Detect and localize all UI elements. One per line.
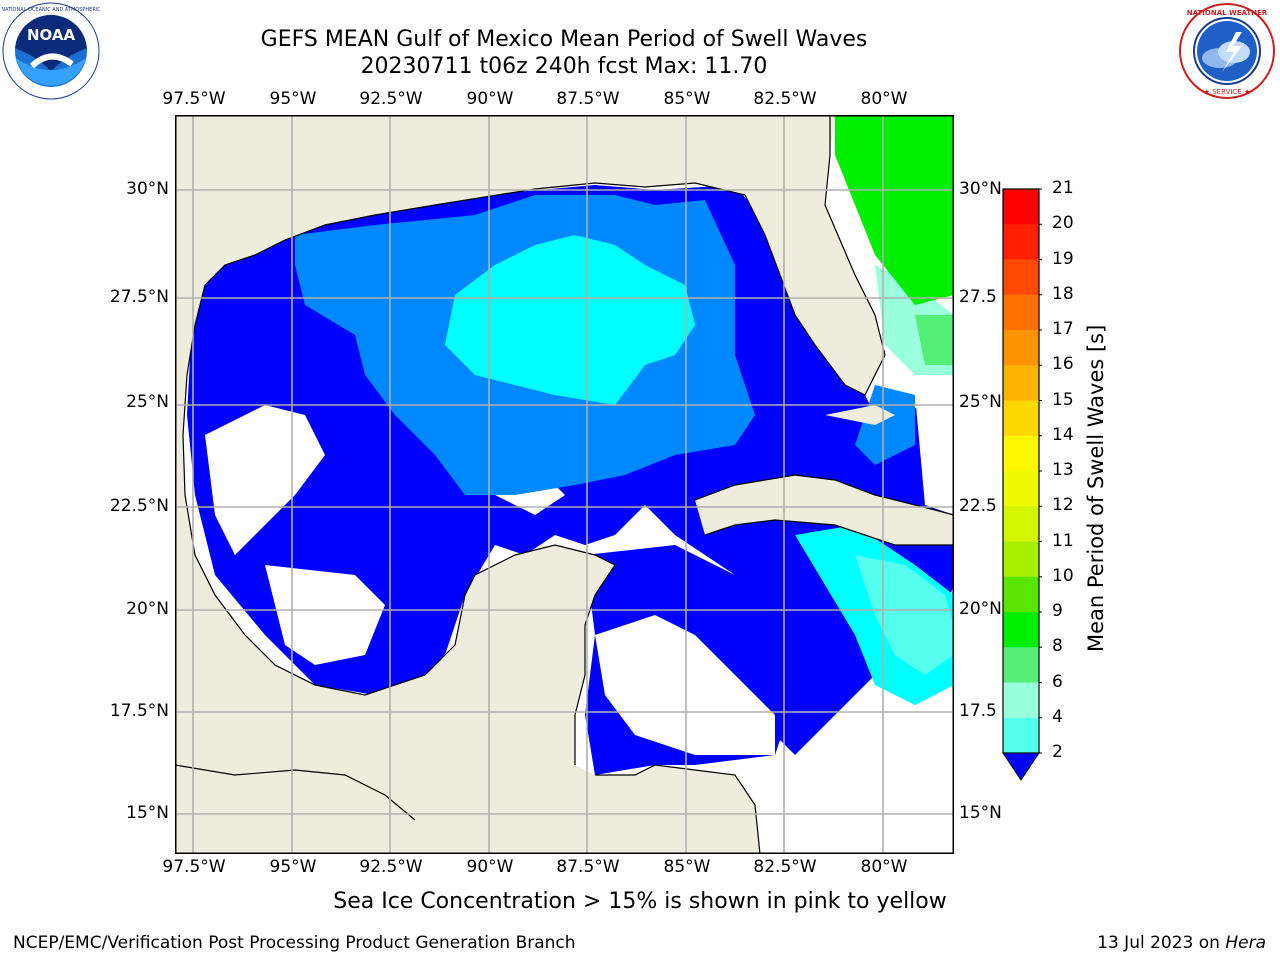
lat-label-right: 20°N	[959, 599, 1002, 619]
lon-label-top: 90°W	[466, 89, 514, 109]
colorbar-tick-label: 16	[1052, 354, 1074, 375]
colorbar-tick-label: 12	[1052, 495, 1074, 516]
lon-label-bottom: 85°W	[663, 857, 711, 877]
lat-label-left: 15°N	[126, 803, 169, 823]
colorbar-tick-label: 19	[1052, 248, 1074, 269]
lon-label-bottom: 97.5°W	[162, 857, 226, 877]
lat-label-left: 25°N	[126, 392, 169, 412]
low-period-void	[205, 405, 325, 555]
lat-label-right: 17.5	[959, 701, 997, 721]
swell-period-region-6s	[445, 235, 695, 405]
colorbar-tick-label: 15	[1052, 389, 1074, 410]
lat-label-right: 25°N	[959, 392, 1002, 412]
colorbar-tick-label: 11	[1052, 530, 1074, 551]
colorbar-band	[1003, 541, 1039, 578]
colorbar-band	[1003, 189, 1039, 225]
low-period-void	[595, 615, 775, 755]
footer-left: NCEP/EMC/Verification Post Processing Pr…	[13, 933, 576, 953]
lon-label-bottom: 95°W	[269, 857, 317, 877]
footer-host: Hera	[1225, 933, 1266, 953]
lat-label-right: 27.5	[959, 287, 997, 307]
chart-title: GEFS MEAN Gulf of Mexico Mean Period of …	[260, 27, 868, 52]
colorbar-tick-label: 10	[1052, 565, 1074, 586]
colorbar-band	[1003, 259, 1039, 296]
colorbar	[1002, 188, 1042, 781]
lat-label-left: 30°N	[126, 179, 169, 199]
colorbar-band	[1003, 294, 1039, 331]
footer-right: 13 Jul 2023 on Hera	[1097, 933, 1266, 953]
colorbar-tick-label: 21	[1052, 178, 1074, 198]
low-period-void	[265, 565, 385, 665]
lon-label-top: 82.5°W	[753, 89, 817, 109]
colorbar-tick-label: 20	[1052, 213, 1074, 234]
chart-subtitle: 20230711 t06z 240h fcst Max: 11.70	[360, 54, 768, 79]
svg-text:NOAA: NOAA	[27, 26, 76, 44]
colorbar-band	[1003, 576, 1039, 613]
svg-text:★ SERVICE ★: ★ SERVICE ★	[1204, 88, 1251, 96]
colorbar-tick-label: 14	[1052, 424, 1074, 445]
lon-label-bottom: 90°W	[466, 857, 514, 877]
lon-label-bottom: 87.5°W	[556, 857, 620, 877]
colorbar-tick-label: 8	[1052, 636, 1063, 657]
footer-date: 13 Jul 2023 on	[1097, 933, 1226, 953]
lon-label-top: 87.5°W	[556, 89, 620, 109]
colorbar-band	[1003, 400, 1039, 437]
lat-label-right: 22.5	[959, 496, 997, 516]
colorbar-tick-label: 6	[1052, 671, 1063, 692]
north-america-land	[175, 115, 885, 854]
swell-period-region-11s	[835, 115, 954, 305]
lon-label-top: 85°W	[663, 89, 711, 109]
colorbar-tick-label: 18	[1052, 283, 1074, 304]
low-period-void	[915, 385, 954, 515]
lon-label-bottom: 82.5°W	[753, 857, 817, 877]
gulf-of-mexico-map	[175, 115, 954, 854]
cuba-land	[695, 475, 954, 545]
colorbar-band	[1003, 365, 1039, 401]
lat-label-left: 22.5°N	[109, 496, 169, 516]
colorbar-band	[1003, 330, 1039, 366]
swell-period-region-10s	[915, 315, 954, 365]
colorbar-tick-label: 2	[1052, 742, 1063, 762]
lon-label-top: 80°W	[860, 89, 908, 109]
lat-label-left: 20°N	[126, 599, 169, 619]
svg-text:NATIONAL OCEANIC AND ATMOSPHER: NATIONAL OCEANIC AND ATMOSPHERIC	[2, 7, 100, 13]
lon-label-bottom: 80°W	[860, 857, 908, 877]
colorbar-tick-label: 4	[1052, 706, 1063, 727]
colorbar-band	[1003, 717, 1039, 754]
colorbar-band	[1003, 224, 1039, 260]
colorbar-band	[1003, 647, 1039, 683]
colorbar-band	[1003, 506, 1039, 542]
colorbar-tick-label: 13	[1052, 460, 1074, 480]
sea-ice-note: Sea Ice Concentration > 15% is shown in …	[333, 889, 947, 914]
florida-keys	[825, 405, 895, 425]
lon-label-top: 92.5°W	[359, 89, 423, 109]
lat-label-left: 17.5°N	[109, 701, 169, 721]
national-weather-service-logo: NATIONAL WEATHER ★ SERVICE ★	[1179, 3, 1275, 99]
lat-label-right: 30°N	[959, 179, 1002, 199]
colorbar-band	[1003, 471, 1039, 507]
colorbar-label: Mean Period of Swell Waves [s]	[1084, 324, 1108, 652]
lon-label-top: 97.5°W	[162, 89, 226, 109]
colorbar-under-arrow	[1002, 752, 1040, 781]
noaa-logo: NOAA NATIONAL OCEANIC AND ATMOSPHERIC	[2, 2, 100, 100]
lat-label-right: 15°N	[959, 803, 1002, 823]
colorbar-tick-label: 9	[1052, 601, 1063, 621]
lat-label-left: 27.5°N	[109, 287, 169, 307]
colorbar-band	[1003, 682, 1039, 719]
colorbar-tick-label: 17	[1052, 319, 1074, 339]
colorbar-band	[1003, 435, 1039, 472]
lon-label-top: 95°W	[269, 89, 317, 109]
lon-label-bottom: 92.5°W	[359, 857, 423, 877]
svg-text:NATIONAL WEATHER: NATIONAL WEATHER	[1187, 9, 1268, 17]
colorbar-band	[1003, 612, 1039, 648]
swell-period-region-8s	[855, 555, 954, 675]
